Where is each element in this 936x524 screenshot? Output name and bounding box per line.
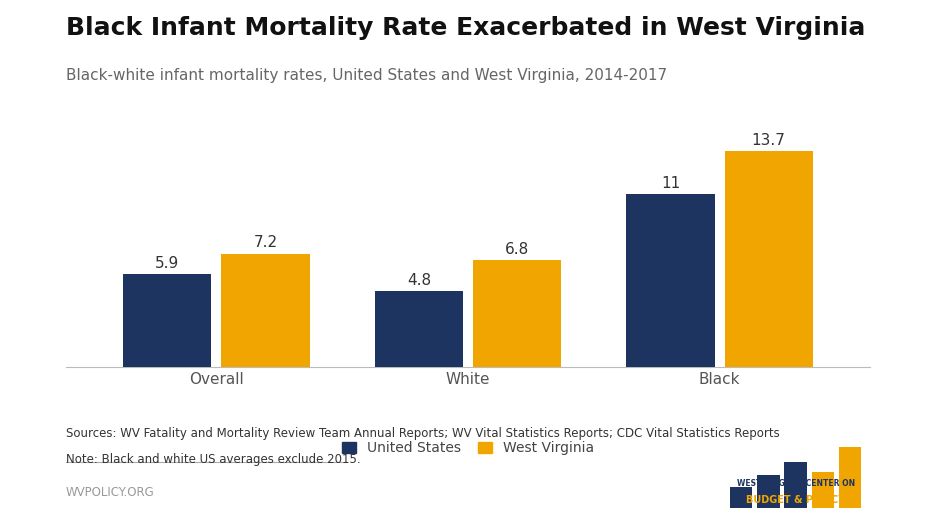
Text: 4.8: 4.8 — [407, 273, 431, 288]
Bar — [784, 462, 807, 508]
Bar — [222, 254, 310, 367]
Text: 7.2: 7.2 — [254, 235, 278, 250]
Bar — [473, 260, 561, 367]
Bar — [626, 194, 714, 367]
Text: 13.7: 13.7 — [752, 133, 785, 148]
Bar — [757, 475, 780, 508]
Bar — [812, 472, 834, 508]
Text: 11: 11 — [661, 176, 680, 191]
Text: Sources: WV Fatality and Mortality Review Team Annual Reports; WV Vital Statisti: Sources: WV Fatality and Mortality Revie… — [66, 427, 780, 440]
Legend: United States, West Virginia: United States, West Virginia — [342, 441, 594, 455]
Text: Black Infant Mortality Rate Exacerbated in West Virginia: Black Infant Mortality Rate Exacerbated … — [66, 16, 865, 40]
Text: Black-white infant mortality rates, United States and West Virginia, 2014-2017: Black-white infant mortality rates, Unit… — [66, 68, 666, 83]
Text: WVPOLICY.ORG: WVPOLICY.ORG — [66, 486, 154, 499]
Text: 5.9: 5.9 — [155, 256, 180, 271]
Bar — [724, 151, 812, 367]
Text: BUDGET & POLICY: BUDGET & POLICY — [746, 495, 845, 505]
Text: 6.8: 6.8 — [505, 242, 529, 257]
Bar — [124, 274, 212, 367]
Bar — [730, 487, 753, 508]
Text: Note: Black and white US averages exclude 2015.: Note: Black and white US averages exclud… — [66, 453, 360, 466]
Bar — [839, 447, 861, 508]
Text: WEST VIRGINIA CENTER ON: WEST VIRGINIA CENTER ON — [737, 479, 855, 488]
Bar — [375, 291, 463, 367]
